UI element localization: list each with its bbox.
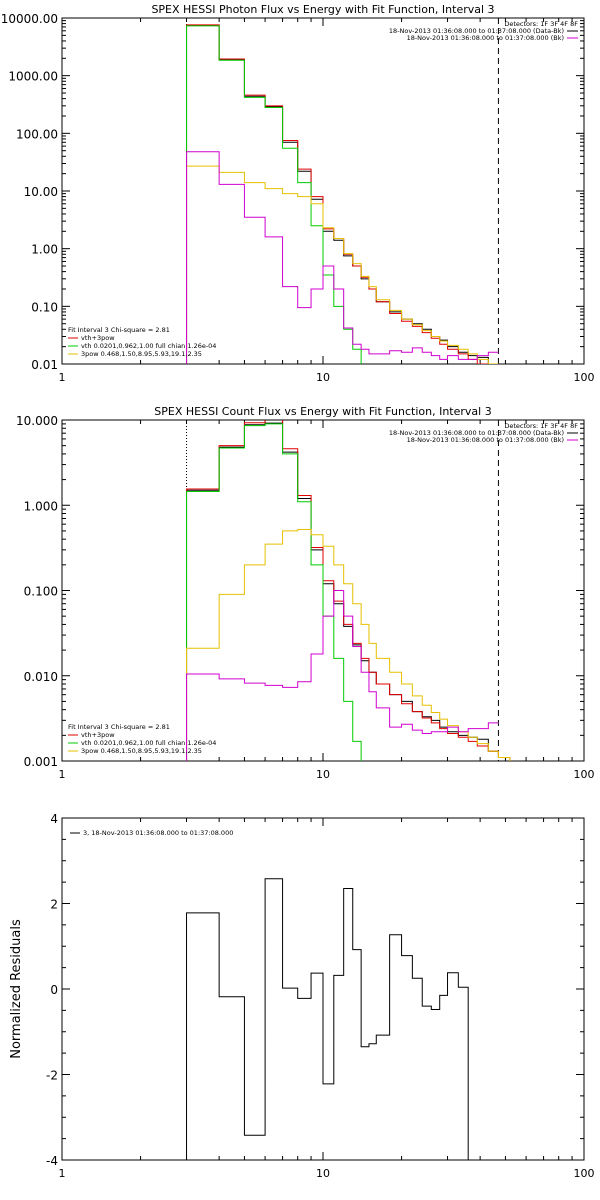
data-series-5 (187, 591, 499, 767)
plot-data (187, 879, 469, 1165)
plot-data (187, 418, 530, 774)
data-series-4 (187, 529, 530, 774)
y-tick-label: 1.000 (24, 499, 58, 513)
x-tick-label: 100 (574, 1167, 595, 1180)
y-tick-label: 0 (50, 983, 58, 997)
x-tick-label: 10 (316, 768, 330, 781)
panel-2: SPEX HESSI Count Flux vs Energy with Fit… (16, 405, 595, 781)
chart-title: SPEX HESSI Photon Flux vs Energy with Fi… (151, 3, 494, 16)
x-tick-label: 1 (59, 1167, 66, 1180)
y-tick-label: 1.00 (31, 243, 58, 257)
chart-title: SPEX HESSI Count Flux vs Energy with Fit… (154, 405, 491, 418)
y-tick-label: -2 (46, 1069, 58, 1083)
x-tick-label: 10 (316, 1167, 330, 1180)
legend-header-fit: Fit Interval 3 Chi-square = 2.81 (68, 723, 170, 731)
data-series-4 (187, 166, 499, 369)
y-tick-label: 0.001 (24, 755, 58, 769)
plot-data (187, 25, 499, 381)
y-tick-label: 4 (50, 812, 58, 826)
data-series-3 (187, 424, 369, 766)
legend-entry-label: vth 0.0201,0.962,1.00 full chian 1.26e-0… (81, 739, 216, 747)
legend-header-fit: Fit Interval 3 Chi-square = 2.81 (68, 326, 170, 334)
figure-canvas: SPEX HESSI Photon Flux vs Energy with Fi… (0, 0, 600, 1200)
data-series-3 (187, 26, 390, 381)
x-tick-label: 100 (574, 371, 595, 384)
y-tick-label: 0.010 (24, 670, 58, 684)
y-tick-label: 10000.00 (1, 12, 58, 26)
spex-hessi-figure: SPEX HESSI Photon Flux vs Energy with Fi… (0, 0, 600, 1200)
y-tick-label: 2 (50, 898, 58, 912)
y-tick-label: 0.100 (24, 585, 58, 599)
x-tick-label: 10 (316, 371, 330, 384)
data-series-1 (187, 25, 499, 369)
panel-1: SPEX HESSI Photon Flux vs Energy with Fi… (1, 3, 595, 384)
x-tick-label: 100 (574, 768, 595, 781)
y-tick-label: 100.00 (16, 127, 58, 141)
legend-entry-label: 3, 18-Nov-2013 01:36:08.000 to 01:37:08.… (83, 829, 233, 837)
panel-3: 1 10 100 4 2 0 -2 -4 Normalized Residuals 3, 18-N… (9, 812, 595, 1180)
legend-entry-label: 3pow 0.468,1.50,8.95,5.93,19.1,2.35 (81, 350, 202, 358)
plot-frame (62, 18, 584, 364)
data-series-5 (187, 152, 499, 369)
y-tick-label: -4 (46, 1154, 58, 1168)
y-tick-label: 0.10 (31, 300, 58, 314)
legend-entry-label: 18-Nov-2013 01:36:08.000 to 01:37:08.000… (407, 34, 564, 42)
legend-entry-label: 18-Nov-2013 01:36:08.000 to 01:37:08.000… (407, 436, 564, 444)
data-series-2 (187, 418, 530, 774)
y-tick-label: 0.01 (31, 358, 58, 372)
y-axis-label: Normalized Residuals (9, 919, 24, 1059)
x-tick-label: 1 (59, 371, 66, 384)
residual-series (187, 879, 469, 1165)
y-tick-label: 1000.00 (8, 70, 58, 84)
legend-entry-label: vth+3pow (81, 334, 115, 342)
y-tick-label: 10.000 (16, 414, 58, 428)
y-tick-label: 10.00 (24, 185, 58, 199)
data-series-2 (187, 25, 499, 369)
legend-entry-label: vth 0.0201,0.962,1.00 full chian 1.26e-0… (81, 342, 216, 350)
legend-entry-label: vth+3pow (81, 731, 115, 739)
x-tick-label: 1 (59, 768, 66, 781)
legend-entry-label: 3pow 0.468,1.50,8.95,5.93,19.1,2.35 (81, 747, 202, 755)
